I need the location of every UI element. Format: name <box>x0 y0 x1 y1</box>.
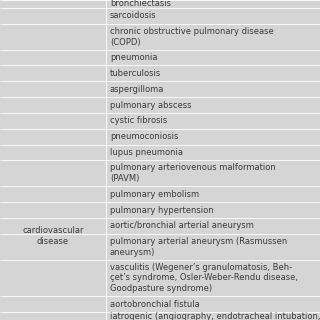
Text: bronchiectasis: bronchiectasis <box>110 0 171 8</box>
Text: sarcoidosis: sarcoidosis <box>110 11 156 20</box>
Text: lupus pneumonia: lupus pneumonia <box>110 148 183 157</box>
Text: pulmonary arteriovenous malformation
(PAVM): pulmonary arteriovenous malformation (PA… <box>110 164 276 183</box>
Text: aspergilloma: aspergilloma <box>110 85 164 94</box>
Text: pulmonary abscess: pulmonary abscess <box>110 100 191 109</box>
Text: pulmonary embolism: pulmonary embolism <box>110 190 199 199</box>
Text: pneumonia: pneumonia <box>110 53 157 62</box>
Text: aortic/bronchial arterial aneurysm: aortic/bronchial arterial aneurysm <box>110 221 254 230</box>
Text: pulmonary hypertension: pulmonary hypertension <box>110 205 214 214</box>
Text: pulmonary arterial aneurysm (Rasmussen
aneurysm): pulmonary arterial aneurysm (Rasmussen a… <box>110 237 287 257</box>
Text: pneumoconiosis: pneumoconiosis <box>110 132 178 141</box>
Text: chronic obstructive pulmonary disease
(COPD): chronic obstructive pulmonary disease (C… <box>110 27 274 46</box>
Text: tuberculosis: tuberculosis <box>110 69 161 78</box>
Text: cardiovascular
disease: cardiovascular disease <box>22 226 84 246</box>
Text: vasculitis (Wegener’s granulomatosis, Beh-
çet’s syndrome, Osler-Weber-Rendu dis: vasculitis (Wegener’s granulomatosis, Be… <box>110 263 298 293</box>
Text: iatrogenic (angiography, endotracheal intubation,: iatrogenic (angiography, endotracheal in… <box>110 312 320 320</box>
Text: cystic fibrosis: cystic fibrosis <box>110 116 167 125</box>
Text: aortobronchial fistula: aortobronchial fistula <box>110 300 200 309</box>
